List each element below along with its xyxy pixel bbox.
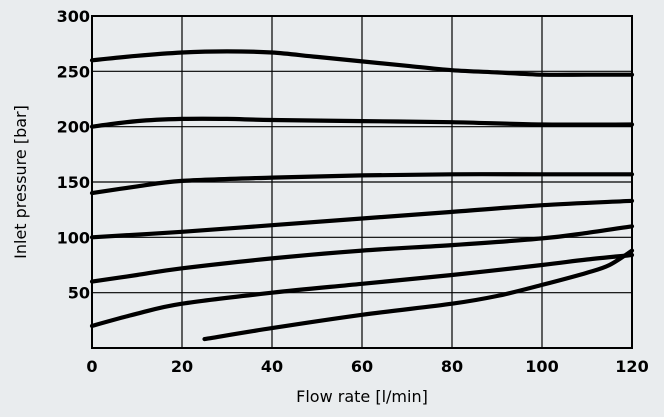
y-tick-label: 300 [57, 7, 90, 26]
y-tick-label: 250 [57, 62, 90, 81]
series-layer [89, 49, 635, 342]
plot-frame [91, 15, 633, 349]
y-tick-label: 150 [57, 173, 90, 192]
y-tick-label: 50 [68, 284, 90, 303]
x-tick-label: 40 [261, 357, 283, 376]
x-tick-label: 120 [615, 357, 648, 376]
series-line-2 [89, 116, 635, 129]
y-tick-label: 100 [57, 228, 90, 247]
x-tick-label: 80 [441, 357, 463, 376]
x-tick-label: 0 [86, 357, 97, 376]
x-tick-label: 20 [171, 357, 193, 376]
series-line-5 [89, 224, 635, 284]
grid-layer [92, 16, 632, 348]
tick-layer: 0 20 40 60 80 100 120 50 100 150 200 250 300 [57, 7, 649, 376]
y-tick-label: 200 [57, 118, 90, 137]
series-line-3 [89, 172, 635, 196]
y-axis-label: Inlet pressure [bar] [11, 105, 30, 259]
x-tick-label: 60 [351, 357, 373, 376]
series-line-7 [202, 248, 635, 342]
series-line-1 [89, 49, 635, 77]
series-line-6 [89, 252, 635, 328]
x-tick-label: 100 [525, 357, 558, 376]
series-line-4 [89, 198, 635, 240]
x-axis-label: Flow rate [l/min] [296, 387, 428, 406]
